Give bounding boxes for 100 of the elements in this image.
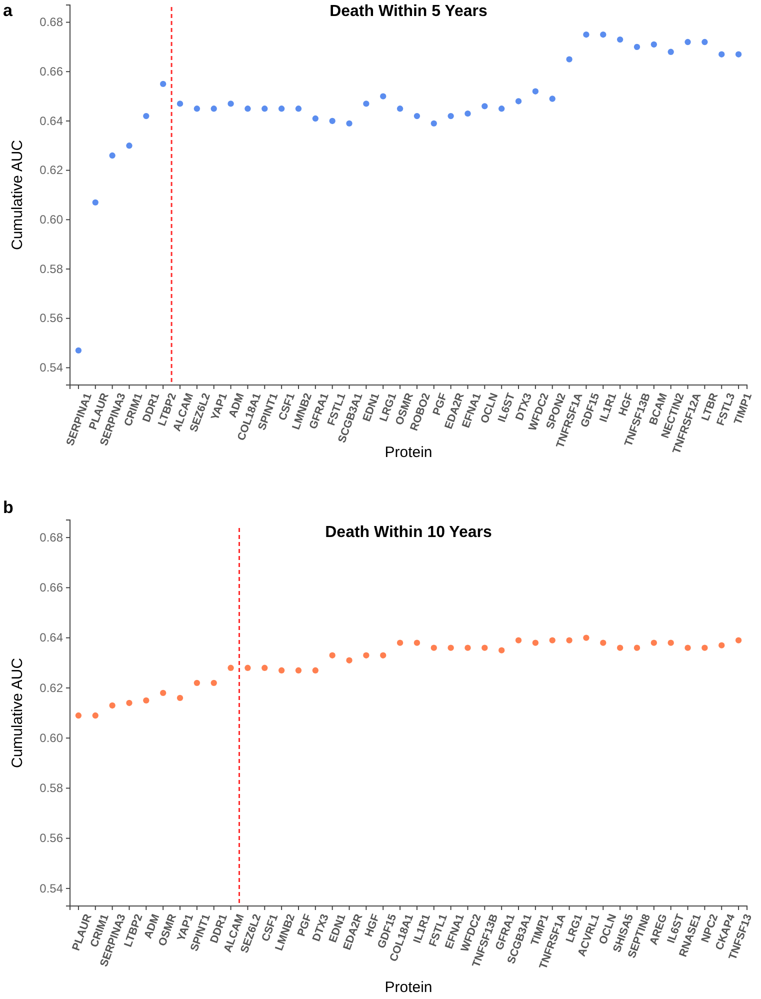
x-tick-label: IL1R1 (598, 392, 620, 424)
point (194, 106, 200, 112)
point (482, 103, 488, 110)
point (464, 110, 471, 117)
y-tick-label: 0.56 (40, 311, 64, 326)
y-tick-label: 0.64 (40, 630, 64, 645)
point (295, 106, 302, 112)
point (414, 112, 420, 120)
point (616, 644, 624, 651)
point (616, 36, 624, 43)
chart-title: Death Within 5 Years (330, 3, 488, 20)
point (566, 56, 572, 62)
text: a (3, 1, 13, 20)
y-tick-label: 0.68 (40, 15, 64, 30)
y-tick-label: 0.58 (40, 781, 64, 796)
point (718, 642, 725, 648)
point (109, 152, 116, 159)
y-axis-title: Cumulative AUC (9, 140, 26, 250)
point (735, 637, 742, 644)
point (160, 80, 166, 88)
point (414, 640, 420, 646)
point (396, 640, 404, 646)
y-tick-label: 0.56 (40, 831, 64, 846)
point (92, 712, 98, 719)
y-tick-label: 0.60 (40, 212, 64, 227)
point (75, 347, 82, 354)
y-tick-label: 0.68 (40, 530, 64, 544)
point (228, 664, 234, 671)
x-tick-label: TIMP1 (732, 392, 755, 426)
point (210, 106, 217, 112)
y-tick-label: 0.64 (40, 114, 64, 128)
point (650, 640, 657, 646)
y-axis-title: Cumulative AUC (9, 658, 26, 768)
point (312, 667, 319, 674)
point (600, 32, 606, 38)
point (244, 106, 251, 112)
point (244, 664, 251, 671)
point (515, 98, 522, 104)
point (464, 644, 471, 651)
point (160, 690, 166, 696)
point (109, 702, 116, 709)
point (634, 644, 640, 651)
y-tick-label: 0.54 (40, 360, 64, 375)
point (262, 664, 268, 671)
point (448, 644, 454, 651)
point (92, 199, 98, 206)
point (532, 640, 539, 646)
point (668, 640, 674, 646)
point (482, 644, 488, 651)
point (532, 88, 539, 94)
point (126, 142, 132, 149)
point (363, 652, 370, 658)
x-tick-label: YAP1 (209, 392, 230, 422)
point (549, 96, 556, 102)
point (600, 640, 606, 646)
point (702, 38, 708, 46)
point (583, 634, 590, 641)
y-tick-label: 0.60 (40, 730, 64, 745)
point (176, 100, 184, 107)
point (549, 637, 556, 644)
point (448, 112, 454, 120)
point (718, 51, 725, 58)
point (210, 680, 217, 686)
y-tick-label: 0.62 (40, 680, 64, 695)
text: b (3, 498, 14, 517)
point (346, 120, 352, 127)
point (702, 644, 708, 651)
point (430, 644, 437, 651)
point (498, 106, 505, 112)
point (194, 680, 200, 686)
y-tick-label: 0.66 (40, 580, 64, 595)
point (650, 41, 657, 48)
y-tick-label: 0.54 (40, 881, 64, 896)
point (684, 38, 691, 46)
point (566, 637, 572, 644)
y-tick-label: 0.66 (40, 64, 64, 78)
point (329, 118, 336, 124)
point (396, 106, 404, 112)
point (363, 100, 370, 107)
point (228, 100, 234, 107)
x-axis-title: Protein (384, 979, 432, 996)
point (346, 657, 352, 664)
point (143, 697, 150, 704)
x-axis-title: Protein (384, 444, 432, 461)
point (75, 712, 82, 719)
point (278, 106, 285, 112)
point (262, 106, 268, 112)
point (176, 694, 184, 702)
point (295, 667, 302, 674)
point (430, 120, 437, 127)
y-tick-label: 0.58 (40, 262, 64, 276)
point (515, 637, 522, 644)
chart-title: Death Within 10 Years (325, 524, 492, 541)
point (126, 700, 132, 706)
point (498, 647, 505, 654)
point (312, 115, 319, 122)
point (380, 93, 386, 100)
point (634, 44, 640, 50)
point (380, 652, 386, 658)
point (329, 652, 336, 658)
